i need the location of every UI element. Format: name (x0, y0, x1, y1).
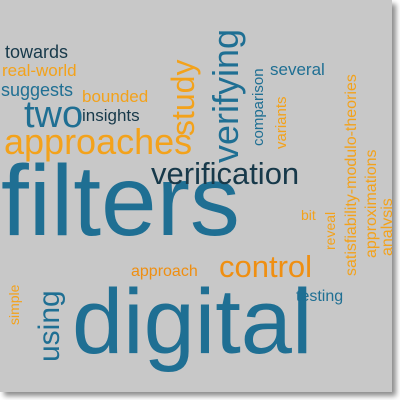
word-two: two (24, 94, 84, 136)
word-bit: bit (301, 207, 316, 223)
word-bounded: bounded (82, 87, 149, 106)
word-suggests: suggests (1, 80, 74, 100)
word-variants: variants (273, 96, 290, 149)
word-approaches: approaches (4, 121, 193, 162)
word-using: using (33, 290, 66, 362)
word-approximations: approximations (363, 149, 380, 259)
word-study: study (165, 59, 201, 136)
word-several: several (270, 60, 325, 79)
word-insights: insights (82, 106, 140, 125)
word-towards: towards (5, 42, 69, 62)
word-verification: verification (151, 156, 300, 191)
word-real-world: real-world (2, 61, 77, 80)
word-digital: digital (72, 271, 313, 373)
word-filters: filters (1, 145, 240, 257)
word-simple: simple (6, 284, 22, 325)
word-comparison: comparison (250, 68, 267, 146)
word-testing: testing (296, 288, 344, 305)
word-cloud: filters digital approaches verification … (0, 0, 392, 392)
word-approach: approach (131, 263, 198, 280)
word-control: control (219, 249, 313, 284)
word-analysis: analysis (379, 198, 392, 256)
word-reveal: reveal (322, 211, 338, 250)
word-verifying: verifying (205, 28, 246, 163)
word-satisfiability-modulo-theories: satisfiability-modulo-theories (343, 74, 360, 276)
